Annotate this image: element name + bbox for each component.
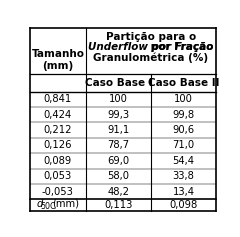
Text: 78,7: 78,7 <box>107 141 129 150</box>
Text: Partição para o: Partição para o <box>106 32 196 42</box>
Text: 99,8: 99,8 <box>172 110 194 120</box>
Text: 0,212: 0,212 <box>44 125 72 135</box>
Text: Caso Base II: Caso Base II <box>148 78 219 88</box>
Text: Caso Base I: Caso Base I <box>84 78 152 88</box>
Text: 0,113: 0,113 <box>104 200 132 210</box>
Text: Underflow por Fração: Underflow por Fração <box>88 42 214 52</box>
Text: 13,4: 13,4 <box>173 187 194 197</box>
Text: 50C: 50C <box>41 202 56 211</box>
Text: d: d <box>36 199 42 209</box>
Text: Tamanho
(mm): Tamanho (mm) <box>31 49 84 71</box>
Text: 99,3: 99,3 <box>107 110 129 120</box>
Text: 71,0: 71,0 <box>172 141 194 150</box>
Text: 0,126: 0,126 <box>44 141 72 150</box>
Text: 48,2: 48,2 <box>107 187 129 197</box>
Text: 54,4: 54,4 <box>173 156 194 166</box>
Text: 58,0: 58,0 <box>107 171 129 181</box>
Text: 0,053: 0,053 <box>44 171 72 181</box>
Text: por Fração: por Fração <box>147 42 214 52</box>
Text: 0,841: 0,841 <box>44 94 72 104</box>
Text: 33,8: 33,8 <box>173 171 194 181</box>
Text: 100: 100 <box>109 94 128 104</box>
Text: 69,0: 69,0 <box>107 156 129 166</box>
Text: 100: 100 <box>174 94 193 104</box>
Text: 0,089: 0,089 <box>44 156 72 166</box>
Text: 90,6: 90,6 <box>172 125 194 135</box>
Text: 0,424: 0,424 <box>44 110 72 120</box>
Text: (mm): (mm) <box>52 199 79 209</box>
Text: 0,098: 0,098 <box>169 200 198 210</box>
Text: Granulométrica (%): Granulométrica (%) <box>93 52 209 63</box>
Text: -0,053: -0,053 <box>42 187 74 197</box>
Text: 91,1: 91,1 <box>107 125 129 135</box>
